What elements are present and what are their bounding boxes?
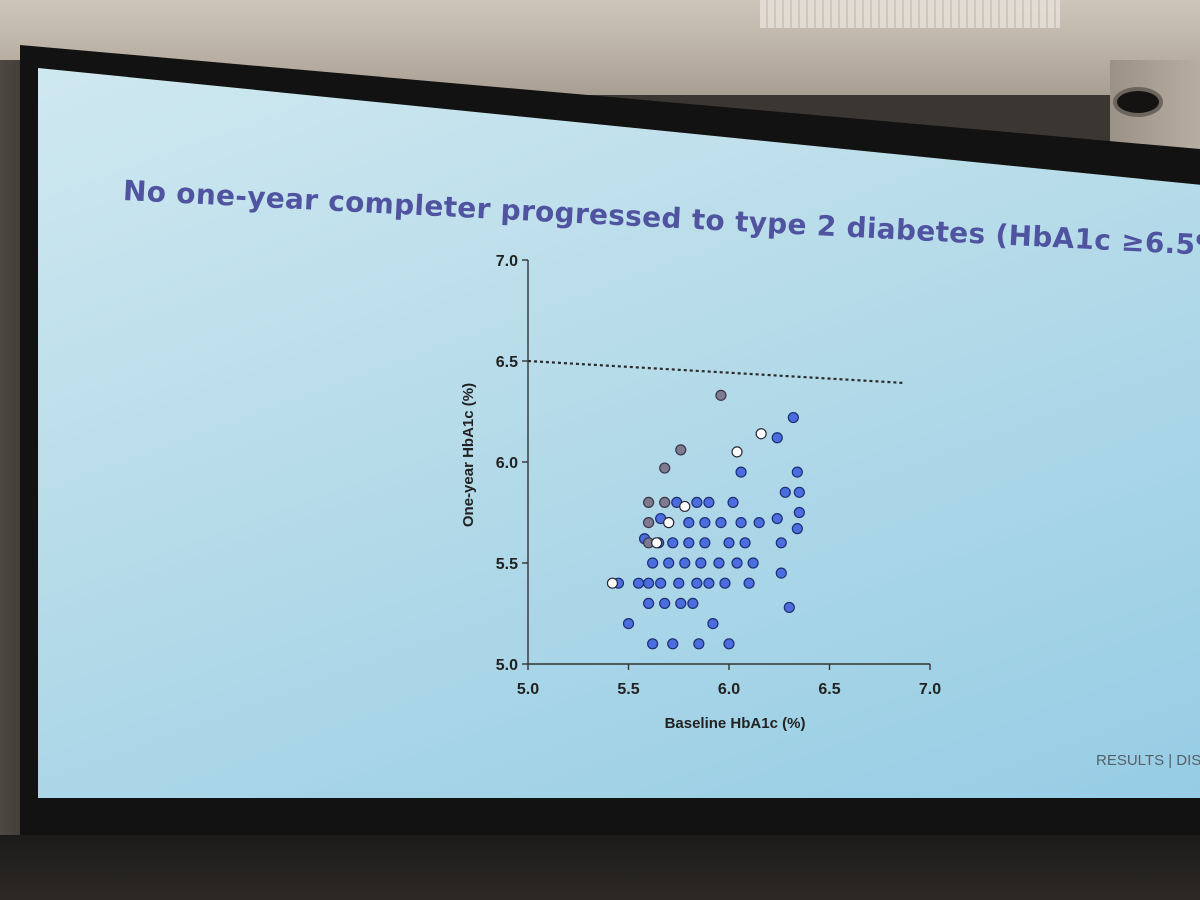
filled-blue-point [771, 432, 783, 444]
x-tick-label: 6.0 [718, 681, 740, 698]
projected-slide [38, 68, 1200, 798]
axis-ticks: 5.0 5.5 6.0 6.5 7.0 5.0 5.5 6.0 6.5 7.0 [496, 253, 941, 698]
filled-blue-point [735, 516, 747, 529]
y-tick-label: 6.5 [496, 354, 518, 371]
filled-blue-point [747, 557, 759, 569]
filled-grey-point [642, 516, 655, 529]
y-tick-label: 5.0 [496, 657, 518, 674]
x-tick-label: 6.5 [818, 681, 840, 698]
filled-blue-point [642, 597, 655, 610]
filled-blue-point [715, 516, 727, 529]
filled-blue-point [655, 577, 667, 589]
y-axis-title: One-year HbA1c (%) [460, 383, 477, 527]
filled-blue-point [675, 597, 687, 610]
filled-blue-point [787, 411, 799, 424]
filled-blue-point [703, 577, 715, 589]
filled-blue-point [659, 597, 671, 610]
open-point [606, 577, 619, 589]
filled-blue-point [727, 496, 739, 508]
filled-blue-point [699, 516, 711, 529]
filled-grey-point [675, 444, 687, 456]
filled-blue-point [622, 617, 635, 630]
filled-blue-point [647, 557, 659, 569]
ceiling-speaker [1117, 91, 1159, 113]
filled-blue-point [719, 577, 731, 589]
slide-footer-nav: RESULTS | DIS [1096, 752, 1200, 769]
filled-blue-point [663, 557, 675, 569]
data-points [606, 389, 805, 650]
filled-blue-point [695, 557, 707, 569]
open-point [651, 537, 663, 549]
filled-grey-point [659, 496, 671, 508]
filled-blue-point [723, 537, 735, 549]
filled-blue-point [679, 557, 691, 569]
filled-blue-point [735, 466, 747, 478]
filled-blue-point [707, 617, 719, 630]
filled-blue-point [683, 516, 695, 529]
filled-blue-point [703, 496, 715, 508]
filled-blue-point [775, 567, 787, 579]
filled-blue-point [723, 638, 735, 650]
threshold-line [527, 359, 906, 385]
filled-blue-point [793, 486, 805, 498]
filled-blue-point [699, 537, 711, 549]
open-point [679, 500, 691, 513]
filled-blue-point [753, 516, 765, 529]
filled-blue-point [731, 557, 743, 569]
filled-blue-point [743, 577, 755, 589]
filled-blue-point [667, 537, 679, 549]
filled-blue-point [713, 557, 725, 569]
x-tick-label: 5.5 [617, 681, 639, 698]
filled-blue-point [667, 638, 679, 650]
x-tick-label: 7.0 [919, 681, 941, 698]
filled-blue-point [691, 496, 703, 508]
y-tick-label: 6.0 [496, 455, 518, 472]
screen-bottom-edge [0, 835, 1200, 900]
open-point [755, 428, 767, 440]
filled-blue-point [673, 577, 685, 589]
open-point [663, 516, 675, 529]
ceiling-vent [760, 0, 1060, 28]
filled-blue-point [683, 537, 695, 549]
filled-blue-point [783, 601, 795, 614]
filled-blue-point [793, 506, 805, 519]
x-tick-label: 5.0 [517, 681, 539, 698]
filled-blue-point [647, 638, 659, 650]
filled-blue-point [687, 597, 699, 610]
filled-blue-point [632, 577, 645, 589]
filled-blue-point [775, 537, 787, 549]
filled-blue-point [791, 466, 803, 478]
x-axis-title: Baseline HbA1c (%) [665, 715, 806, 732]
filled-blue-point [642, 577, 655, 589]
y-tick-label: 7.0 [496, 253, 518, 270]
filled-blue-point [691, 577, 703, 589]
y-tick-label: 5.5 [496, 556, 518, 573]
chart-axes [527, 260, 930, 665]
filled-blue-point [779, 486, 791, 498]
filled-blue-point [693, 638, 705, 650]
filled-blue-point [791, 523, 803, 535]
filled-blue-point [739, 537, 751, 549]
filled-blue-point [771, 512, 783, 525]
filled-grey-point [659, 462, 671, 474]
filled-grey-point [715, 389, 727, 401]
filled-grey-point [642, 496, 655, 508]
open-point [731, 446, 743, 458]
